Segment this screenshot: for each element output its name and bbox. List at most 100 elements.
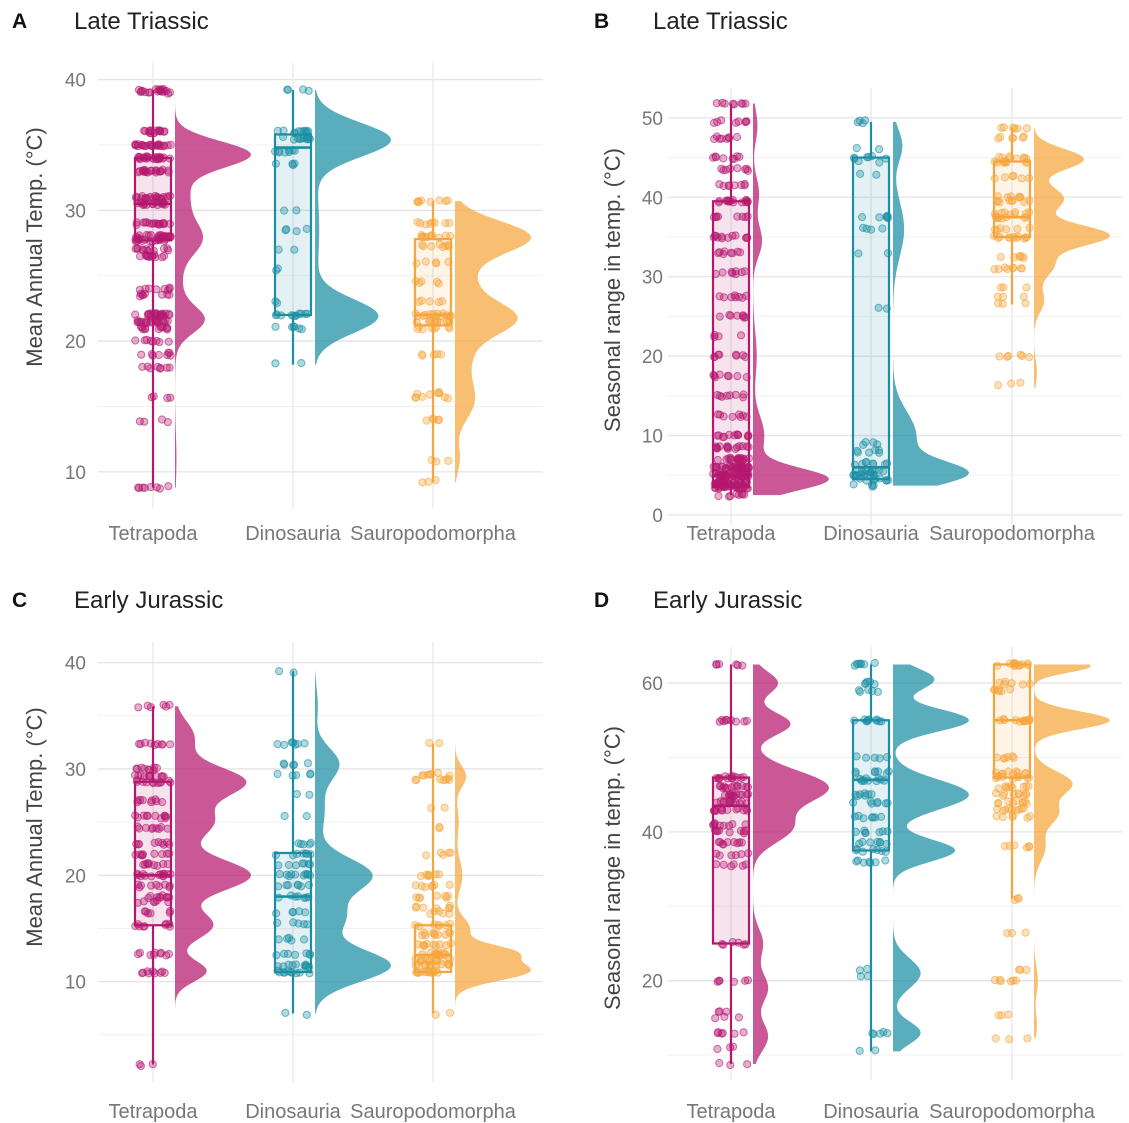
data-point <box>1017 264 1026 273</box>
data-point <box>853 118 862 127</box>
data-point <box>853 448 862 457</box>
series-dinosauria <box>849 658 969 1056</box>
y-tick-label: 30 <box>65 201 86 222</box>
data-point <box>994 1011 1003 1020</box>
data-point <box>165 348 174 358</box>
data-points <box>131 85 175 493</box>
data-point <box>998 806 1008 816</box>
density-curve <box>315 90 391 365</box>
data-point <box>140 764 149 773</box>
data-point <box>879 1027 888 1037</box>
series-dinosauria <box>849 116 969 491</box>
data-point <box>740 717 749 726</box>
data-point <box>731 293 740 302</box>
box-iqr <box>273 133 313 317</box>
data-point <box>878 224 887 233</box>
data-point <box>737 850 746 859</box>
y-tick-label: 20 <box>65 866 86 887</box>
box-iqr <box>711 776 751 945</box>
data-point <box>1012 796 1021 805</box>
data-point <box>153 740 162 749</box>
data-point <box>432 277 442 286</box>
data-point <box>445 219 454 228</box>
data-point <box>871 1046 880 1055</box>
data-point <box>411 881 420 890</box>
data-point <box>440 803 449 812</box>
data-point <box>139 811 148 820</box>
y-tick-label: 10 <box>65 973 86 994</box>
data-point <box>158 87 167 96</box>
data-point <box>159 142 168 151</box>
data-point <box>993 292 1002 301</box>
data-point <box>1016 350 1025 359</box>
data-point <box>713 1044 722 1054</box>
data-point <box>142 335 151 344</box>
data-point <box>131 336 140 345</box>
data-point <box>1018 680 1028 689</box>
data-point <box>741 118 750 127</box>
data-point <box>143 967 152 976</box>
data-point <box>151 811 160 821</box>
data-point <box>1013 894 1023 903</box>
data-point <box>306 769 315 778</box>
data-point <box>431 258 440 267</box>
data-point <box>993 804 1002 814</box>
data-point <box>1025 812 1035 821</box>
data-point <box>714 350 723 359</box>
data-point <box>421 883 430 892</box>
data-point <box>144 859 153 868</box>
data-point <box>734 1013 744 1022</box>
data-point <box>994 784 1003 793</box>
data-point <box>714 431 723 440</box>
panel-C: C Early Jurassic 10 20 30 40 Mean Annual Temp.… <box>12 587 543 1123</box>
data-point <box>417 277 426 286</box>
data-point <box>1022 124 1032 133</box>
data-point <box>136 252 145 261</box>
data-point <box>280 760 289 769</box>
data-point <box>724 372 733 381</box>
panel-B: B Late Triassic 0 10 20 30 40 50 Seasonal range … <box>594 8 1122 545</box>
data-point <box>411 393 420 402</box>
data-point <box>147 393 156 402</box>
data-point <box>444 456 453 465</box>
data-point <box>436 848 445 857</box>
data-point <box>1001 225 1011 234</box>
data-point <box>424 477 433 486</box>
data-point <box>298 859 307 868</box>
data-point <box>998 299 1007 308</box>
data-point <box>414 893 424 902</box>
data-point <box>991 1034 1000 1043</box>
data-point <box>996 252 1005 262</box>
data-point <box>162 951 171 960</box>
data-point <box>861 438 870 447</box>
data-point <box>153 362 162 371</box>
data-point <box>143 310 152 319</box>
y-tick-label: 40 <box>65 71 86 92</box>
data-point <box>271 359 280 368</box>
data-point <box>301 960 310 969</box>
data-point <box>139 141 148 150</box>
data-point <box>273 769 282 779</box>
y-tick-label: 40 <box>642 188 663 209</box>
data-point <box>995 198 1004 207</box>
x-category-label: Dinosauria <box>245 523 341 545</box>
data-point <box>1022 965 1031 975</box>
y-tick-label: 40 <box>65 654 86 675</box>
data-point <box>435 822 444 832</box>
data-point <box>443 394 452 403</box>
series-dinosauria <box>271 667 391 1020</box>
data-point <box>445 880 454 889</box>
data-point <box>305 790 314 799</box>
series-tetrapoda <box>709 660 829 1070</box>
box-iqr <box>711 200 751 489</box>
data-point <box>1023 1034 1032 1043</box>
data-point <box>718 784 727 793</box>
data-point <box>273 740 282 749</box>
data-point <box>141 823 151 832</box>
data-point <box>134 950 143 959</box>
data-point <box>163 323 172 332</box>
data-point <box>855 966 865 975</box>
data-point <box>715 410 725 419</box>
data-point <box>430 929 439 939</box>
data-point <box>741 976 750 985</box>
